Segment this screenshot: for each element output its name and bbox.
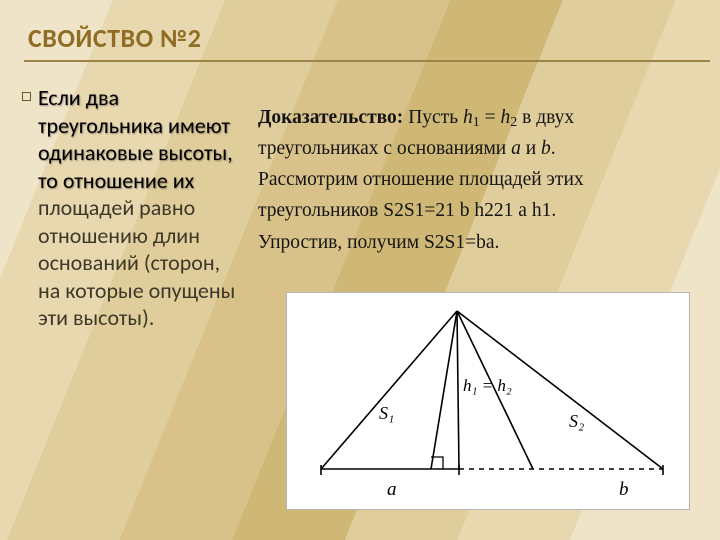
svg-text:a: a — [387, 479, 397, 500]
theorem-text-shadowed: Если два треугольника имеют одинаковые в… — [38, 84, 233, 194]
triangle-svg: S₁ S₂ h₁ = h₂ a b — [287, 293, 689, 509]
title-rule — [24, 60, 710, 62]
proof-label: Доказательство: — [258, 107, 403, 128]
proof-text: Доказательство: Пусть h1 = h2 в двух тре… — [258, 102, 698, 258]
theorem-text-plain: площадей равно отношению длин оснований … — [38, 194, 235, 331]
svg-text:S₁: S₁ — [379, 403, 394, 423]
svg-text:b: b — [619, 479, 629, 500]
bullet-marker — [22, 92, 31, 101]
svg-text:h₁ = h₂: h₁ = h₂ — [463, 376, 512, 395]
slide-title: СВОЙСТВО №2 — [28, 22, 201, 54]
theorem-text: Если два треугольника имеют одинаковые в… — [38, 84, 246, 332]
svg-text:S₂: S₂ — [569, 411, 584, 431]
proof-block: Доказательство: Пусть h1 = h2 в двух тре… — [258, 82, 698, 277]
triangle-figure: S₁ S₂ h₁ = h₂ a b — [286, 292, 690, 510]
